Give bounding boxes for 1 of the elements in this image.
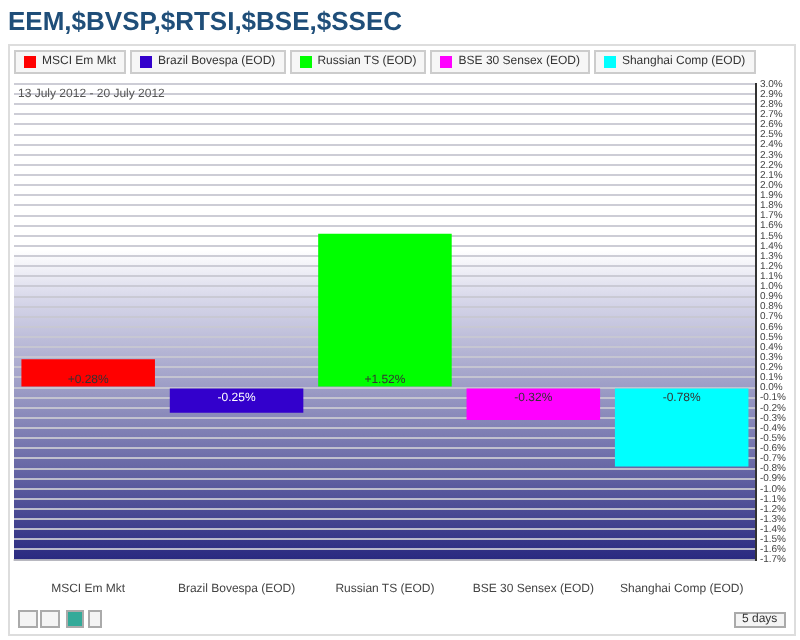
chart-title: EEM,$BVSP,$RTSI,$BSE,$SSEC [8,6,403,36]
